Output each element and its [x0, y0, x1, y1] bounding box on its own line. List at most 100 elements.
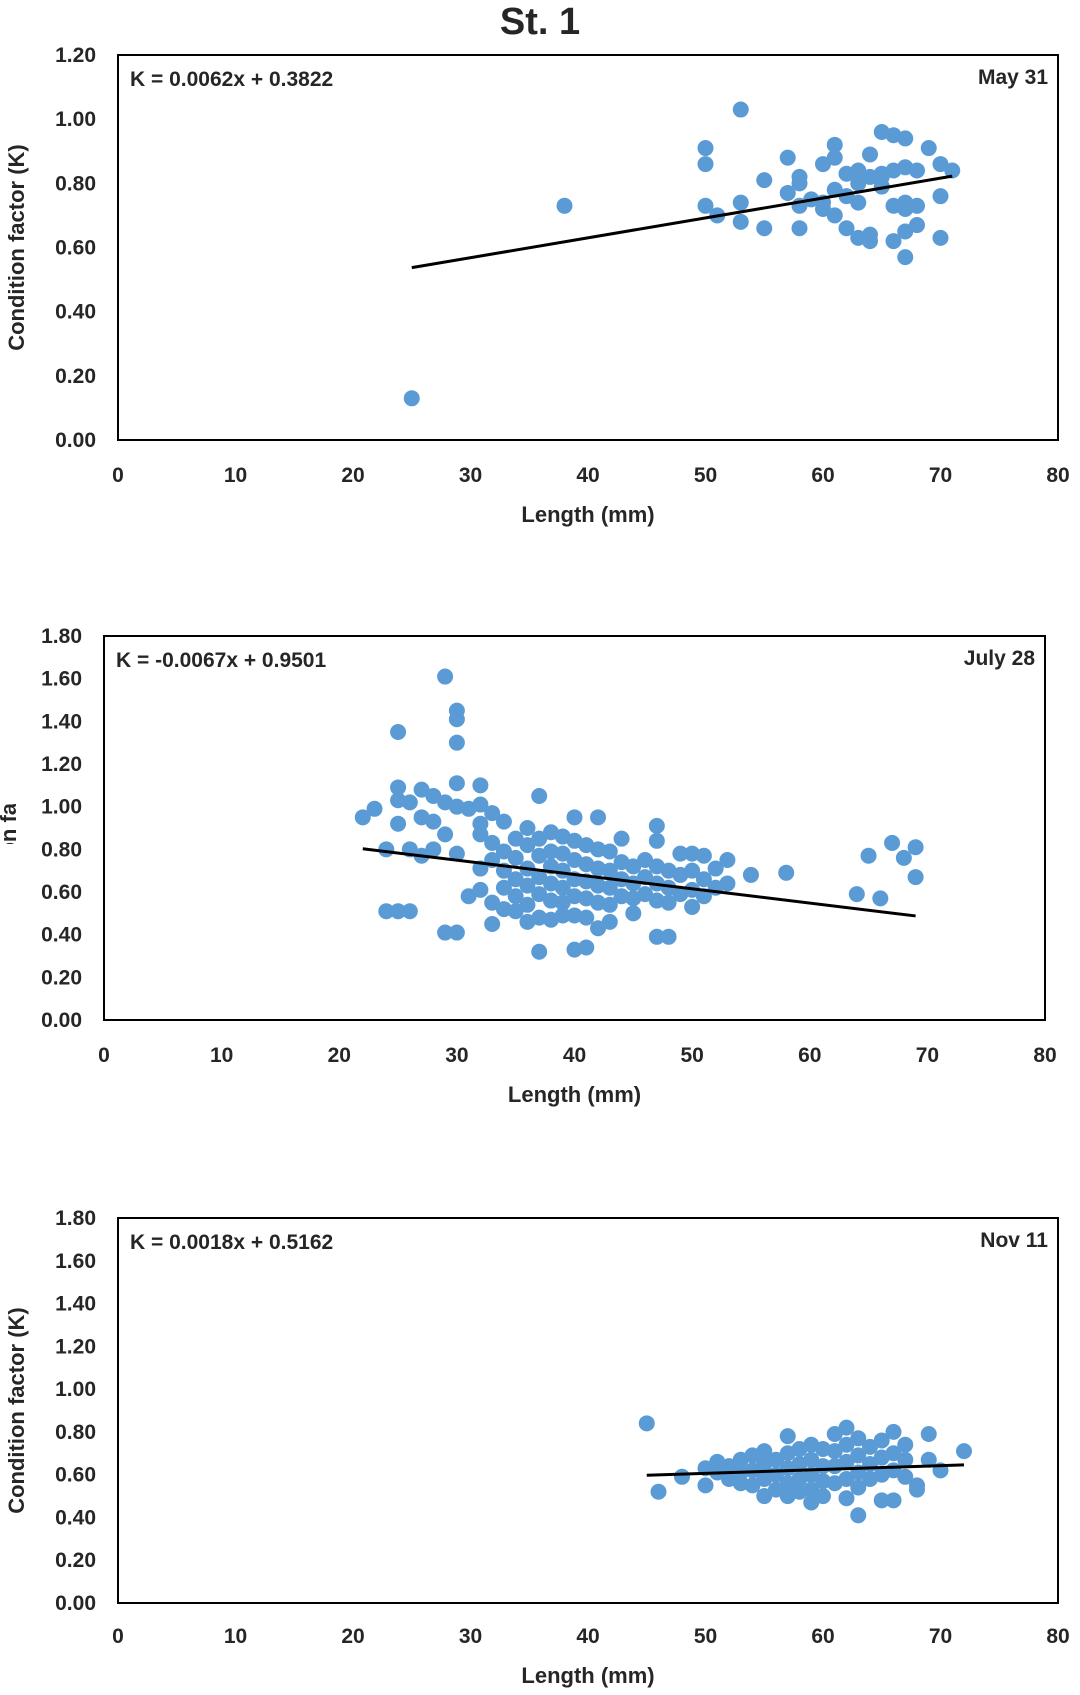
data-point [862, 233, 878, 250]
x-tick-label: 80 [1033, 1044, 1056, 1067]
data-point [884, 834, 901, 851]
x-tick-label: 50 [694, 1625, 717, 1648]
data-point [850, 162, 867, 179]
data-point [554, 879, 571, 896]
charts-container: 0.00 0.20 0.40 0.60 0.80 1.00 1.20 0 10 20 30 40 50 6… [0, 44, 1070, 1688]
data-point [437, 826, 454, 843]
data-point [803, 1481, 820, 1498]
data-point [495, 879, 512, 896]
data-point [768, 1481, 784, 1498]
data-point [697, 140, 714, 157]
data-point [907, 869, 924, 886]
data-point [674, 1468, 690, 1485]
y-tick-label: 0.80 [55, 172, 96, 195]
y-tick-label: 0.80 [41, 838, 82, 861]
data-point [826, 181, 843, 198]
data-point [507, 849, 524, 866]
x-tick-label: 70 [929, 464, 952, 487]
y-tick-label: 1.20 [55, 44, 96, 67]
y-tick-label: 0.20 [41, 966, 82, 989]
data-point [413, 781, 430, 798]
y-tick-label: 1.40 [41, 710, 82, 733]
data-point [803, 1451, 820, 1468]
data-point [425, 841, 442, 858]
y-tick-label: 1.00 [55, 1378, 96, 1401]
data-point [791, 220, 808, 237]
y-tick-label: 0.00 [41, 1009, 82, 1032]
x-tick-label: 0 [112, 464, 124, 487]
data-point [744, 1477, 761, 1494]
sample-date-label: July 28 [964, 647, 1036, 670]
data-point [707, 860, 724, 877]
data-point [601, 879, 618, 896]
data-point [366, 800, 383, 817]
chart-panel-3: 0.00 0.20 0.40 0.60 0.80 1.00 1.20 1.40 1.60 1.80… [4, 1207, 1070, 1688]
data-point [531, 869, 548, 886]
data-point [625, 858, 642, 875]
data-point [895, 849, 912, 866]
data-point [826, 1443, 843, 1460]
data-point [390, 903, 407, 920]
chart-panel-1: 0.00 0.20 0.40 0.60 0.80 1.00 1.20 0 10 20 30 40 50 6… [4, 44, 1070, 527]
data-point [885, 1423, 902, 1440]
plot-area-frame [117, 1217, 1059, 1604]
data-point [697, 197, 714, 214]
data-point [932, 188, 949, 205]
x-tick-label: 50 [694, 464, 717, 487]
data-point [932, 156, 949, 173]
x-tick-label: 20 [328, 1044, 351, 1067]
data-point [601, 843, 618, 860]
data-point [826, 136, 843, 153]
y-tick-label: 0.60 [55, 1464, 96, 1487]
data-point [531, 943, 548, 960]
data-point [897, 130, 914, 147]
x-tick-label: 60 [811, 1625, 834, 1648]
data-point [578, 939, 595, 956]
data-point [448, 775, 465, 792]
data-point [531, 886, 548, 903]
data-point [826, 207, 843, 224]
data-point [519, 820, 536, 836]
data-point [650, 1483, 667, 1500]
data-point [507, 888, 524, 905]
data-point [484, 834, 501, 851]
y-tick-label: 1.40 [55, 1293, 96, 1316]
x-tick-label: 10 [224, 1625, 247, 1648]
data-point [390, 815, 407, 832]
x-tick-label: 60 [811, 464, 834, 487]
data-point [425, 813, 442, 830]
data-point [484, 805, 501, 822]
data-point [460, 888, 477, 905]
data-point [815, 201, 831, 217]
data-point [885, 233, 902, 250]
data-point [897, 223, 914, 240]
data-point [554, 894, 571, 911]
x-tick-label: 0 [98, 1044, 110, 1067]
data-point [648, 832, 665, 849]
data-point [742, 866, 759, 883]
data-point [826, 149, 843, 166]
data-point [637, 886, 654, 903]
x-tick-label: 30 [459, 464, 482, 487]
y-tick-label: 0.20 [55, 365, 96, 388]
data-point [850, 1479, 867, 1496]
y-tick-label: 1.00 [55, 108, 96, 131]
data-point [695, 871, 712, 888]
data-point [873, 1432, 890, 1449]
x-tick-label: 70 [916, 1044, 939, 1067]
x-tick-label: 30 [445, 1044, 468, 1067]
data-point [721, 1458, 737, 1475]
plot-area-frame [103, 635, 1046, 1021]
data-point [437, 924, 454, 941]
y-tick-label: 0.60 [41, 881, 82, 904]
data-point [838, 1490, 855, 1507]
data-point [448, 711, 465, 728]
data-point [590, 809, 607, 826]
y-tick-label: 0.60 [55, 237, 96, 260]
data-point [862, 1438, 878, 1455]
y-axis-title: Condition factor (K) [0, 725, 21, 932]
data-point [495, 813, 512, 830]
data-point [815, 1488, 831, 1505]
data-point [695, 888, 712, 905]
